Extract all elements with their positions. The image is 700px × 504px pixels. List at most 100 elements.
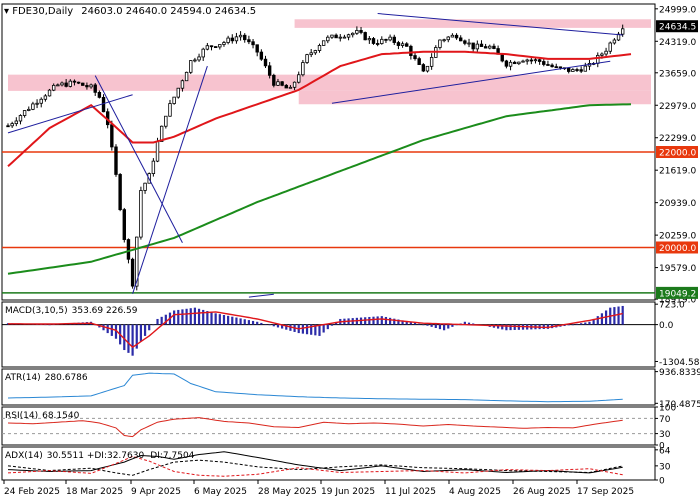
candle[interactable] bbox=[247, 39, 251, 43]
candle[interactable] bbox=[321, 40, 326, 46]
candle[interactable] bbox=[110, 124, 114, 148]
candle[interactable] bbox=[297, 74, 301, 83]
candle[interactable] bbox=[384, 38, 388, 41]
candle[interactable] bbox=[309, 52, 313, 56]
candle[interactable] bbox=[301, 62, 305, 76]
candle[interactable] bbox=[571, 69, 575, 72]
candle[interactable] bbox=[89, 84, 93, 88]
candle[interactable] bbox=[139, 190, 143, 238]
candle[interactable] bbox=[425, 65, 430, 72]
candle[interactable] bbox=[405, 43, 409, 47]
candle[interactable] bbox=[60, 82, 64, 86]
candle[interactable] bbox=[355, 30, 359, 34]
candle[interactable] bbox=[359, 30, 363, 33]
candle[interactable] bbox=[213, 46, 218, 48]
candle[interactable] bbox=[533, 59, 538, 62]
candle[interactable] bbox=[388, 36, 392, 41]
candle[interactable] bbox=[463, 40, 467, 44]
candle[interactable] bbox=[122, 209, 126, 240]
candle[interactable] bbox=[313, 50, 318, 54]
candle[interactable] bbox=[255, 44, 259, 53]
candle[interactable] bbox=[263, 58, 268, 67]
candle[interactable] bbox=[467, 42, 471, 45]
candle[interactable] bbox=[488, 45, 492, 49]
candle[interactable] bbox=[209, 45, 214, 48]
candle[interactable] bbox=[550, 64, 554, 68]
candle[interactable] bbox=[35, 102, 39, 105]
candle[interactable] bbox=[93, 84, 97, 93]
candle[interactable] bbox=[413, 55, 417, 60]
candle[interactable] bbox=[47, 89, 52, 97]
candle[interactable] bbox=[542, 61, 546, 65]
candle[interactable] bbox=[159, 125, 164, 142]
candle[interactable] bbox=[31, 103, 35, 110]
candle[interactable] bbox=[620, 28, 625, 35]
candle[interactable] bbox=[56, 84, 60, 87]
candle[interactable] bbox=[438, 39, 442, 48]
candle[interactable] bbox=[18, 115, 23, 122]
candle[interactable] bbox=[76, 81, 81, 84]
candle[interactable] bbox=[409, 45, 413, 56]
candle[interactable] bbox=[155, 141, 160, 162]
candle[interactable] bbox=[272, 74, 276, 86]
candle[interactable] bbox=[450, 34, 455, 38]
candle[interactable] bbox=[14, 120, 19, 125]
trendline[interactable] bbox=[132, 65, 208, 294]
candle[interactable] bbox=[81, 82, 85, 86]
candle[interactable] bbox=[85, 85, 89, 88]
candle[interactable] bbox=[176, 87, 180, 98]
candle[interactable] bbox=[101, 96, 106, 113]
candle[interactable] bbox=[201, 48, 205, 58]
candle[interactable] bbox=[396, 42, 401, 46]
candle[interactable] bbox=[604, 50, 608, 55]
candle[interactable] bbox=[380, 38, 384, 44]
candle[interactable] bbox=[68, 80, 72, 87]
candle[interactable] bbox=[392, 36, 396, 43]
candle[interactable] bbox=[72, 80, 77, 83]
candle[interactable] bbox=[114, 146, 118, 175]
candle[interactable] bbox=[292, 81, 297, 88]
candle[interactable] bbox=[600, 53, 604, 56]
candle[interactable] bbox=[280, 81, 284, 86]
candle[interactable] bbox=[118, 174, 122, 211]
candle[interactable] bbox=[222, 42, 226, 45]
candle[interactable] bbox=[338, 36, 342, 39]
candle[interactable] bbox=[197, 56, 201, 61]
candle[interactable] bbox=[567, 67, 571, 72]
candle[interactable] bbox=[529, 59, 534, 62]
candle[interactable] bbox=[346, 34, 351, 38]
candle[interactable] bbox=[583, 65, 588, 72]
candle[interactable] bbox=[421, 64, 426, 72]
candle[interactable] bbox=[143, 182, 147, 191]
candle[interactable] bbox=[351, 32, 355, 36]
candle[interactable] bbox=[97, 91, 102, 98]
candle[interactable] bbox=[575, 69, 579, 71]
candle[interactable] bbox=[151, 160, 156, 175]
candle[interactable] bbox=[226, 37, 230, 43]
trendline[interactable] bbox=[248, 293, 274, 298]
candle[interactable] bbox=[454, 34, 459, 39]
candle[interactable] bbox=[459, 37, 463, 42]
candle[interactable] bbox=[164, 115, 168, 127]
candle[interactable] bbox=[193, 59, 197, 62]
candle[interactable] bbox=[579, 69, 583, 72]
candle[interactable] bbox=[51, 84, 56, 91]
candle[interactable] bbox=[371, 38, 376, 44]
candle[interactable] bbox=[612, 39, 617, 44]
candle[interactable] bbox=[554, 66, 558, 69]
candle[interactable] bbox=[475, 43, 480, 50]
candle[interactable] bbox=[616, 33, 621, 41]
candle[interactable] bbox=[230, 37, 234, 42]
candle[interactable] bbox=[251, 41, 255, 46]
candle[interactable] bbox=[284, 84, 288, 89]
candle[interactable] bbox=[479, 43, 484, 47]
candle[interactable] bbox=[317, 45, 322, 51]
trendline[interactable] bbox=[331, 60, 611, 104]
candle[interactable] bbox=[168, 103, 172, 117]
candle[interactable] bbox=[43, 95, 48, 100]
candle[interactable] bbox=[500, 53, 504, 62]
candle[interactable] bbox=[288, 86, 293, 89]
candle[interactable] bbox=[330, 34, 334, 38]
candle[interactable] bbox=[218, 44, 222, 48]
